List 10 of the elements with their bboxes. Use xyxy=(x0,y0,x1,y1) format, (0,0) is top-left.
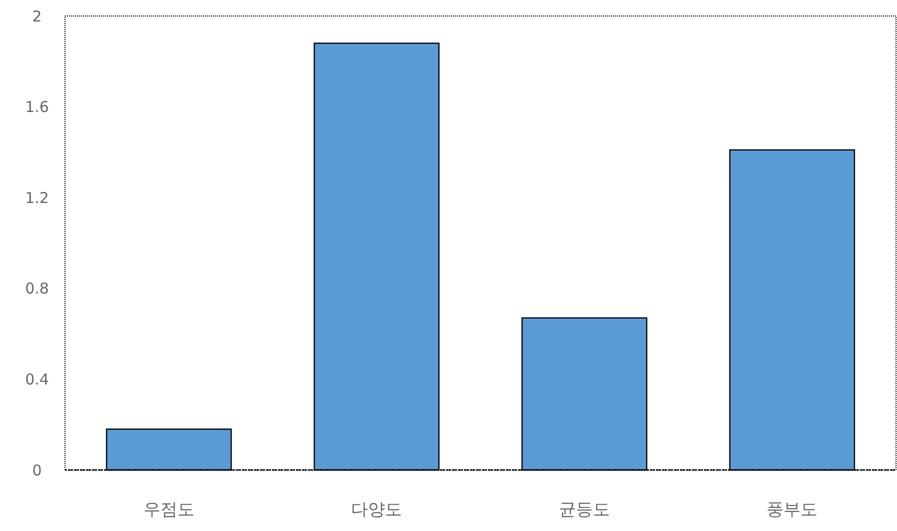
y-tick-label: 0 xyxy=(32,461,42,480)
x-tick-label: 풍부도 xyxy=(766,500,818,520)
x-tick-label: 균등도 xyxy=(558,500,610,520)
y-tick-label: 2 xyxy=(32,7,42,26)
y-tick-label: 0.8 xyxy=(25,280,49,298)
y-tick-label: 1.6 xyxy=(25,98,49,116)
y-tick-label: 1.2 xyxy=(25,188,49,207)
x-tick-label: 다양도 xyxy=(351,500,402,520)
x-tick-label: 우점도 xyxy=(143,500,194,520)
y-tick-label: 0.4 xyxy=(25,370,49,388)
